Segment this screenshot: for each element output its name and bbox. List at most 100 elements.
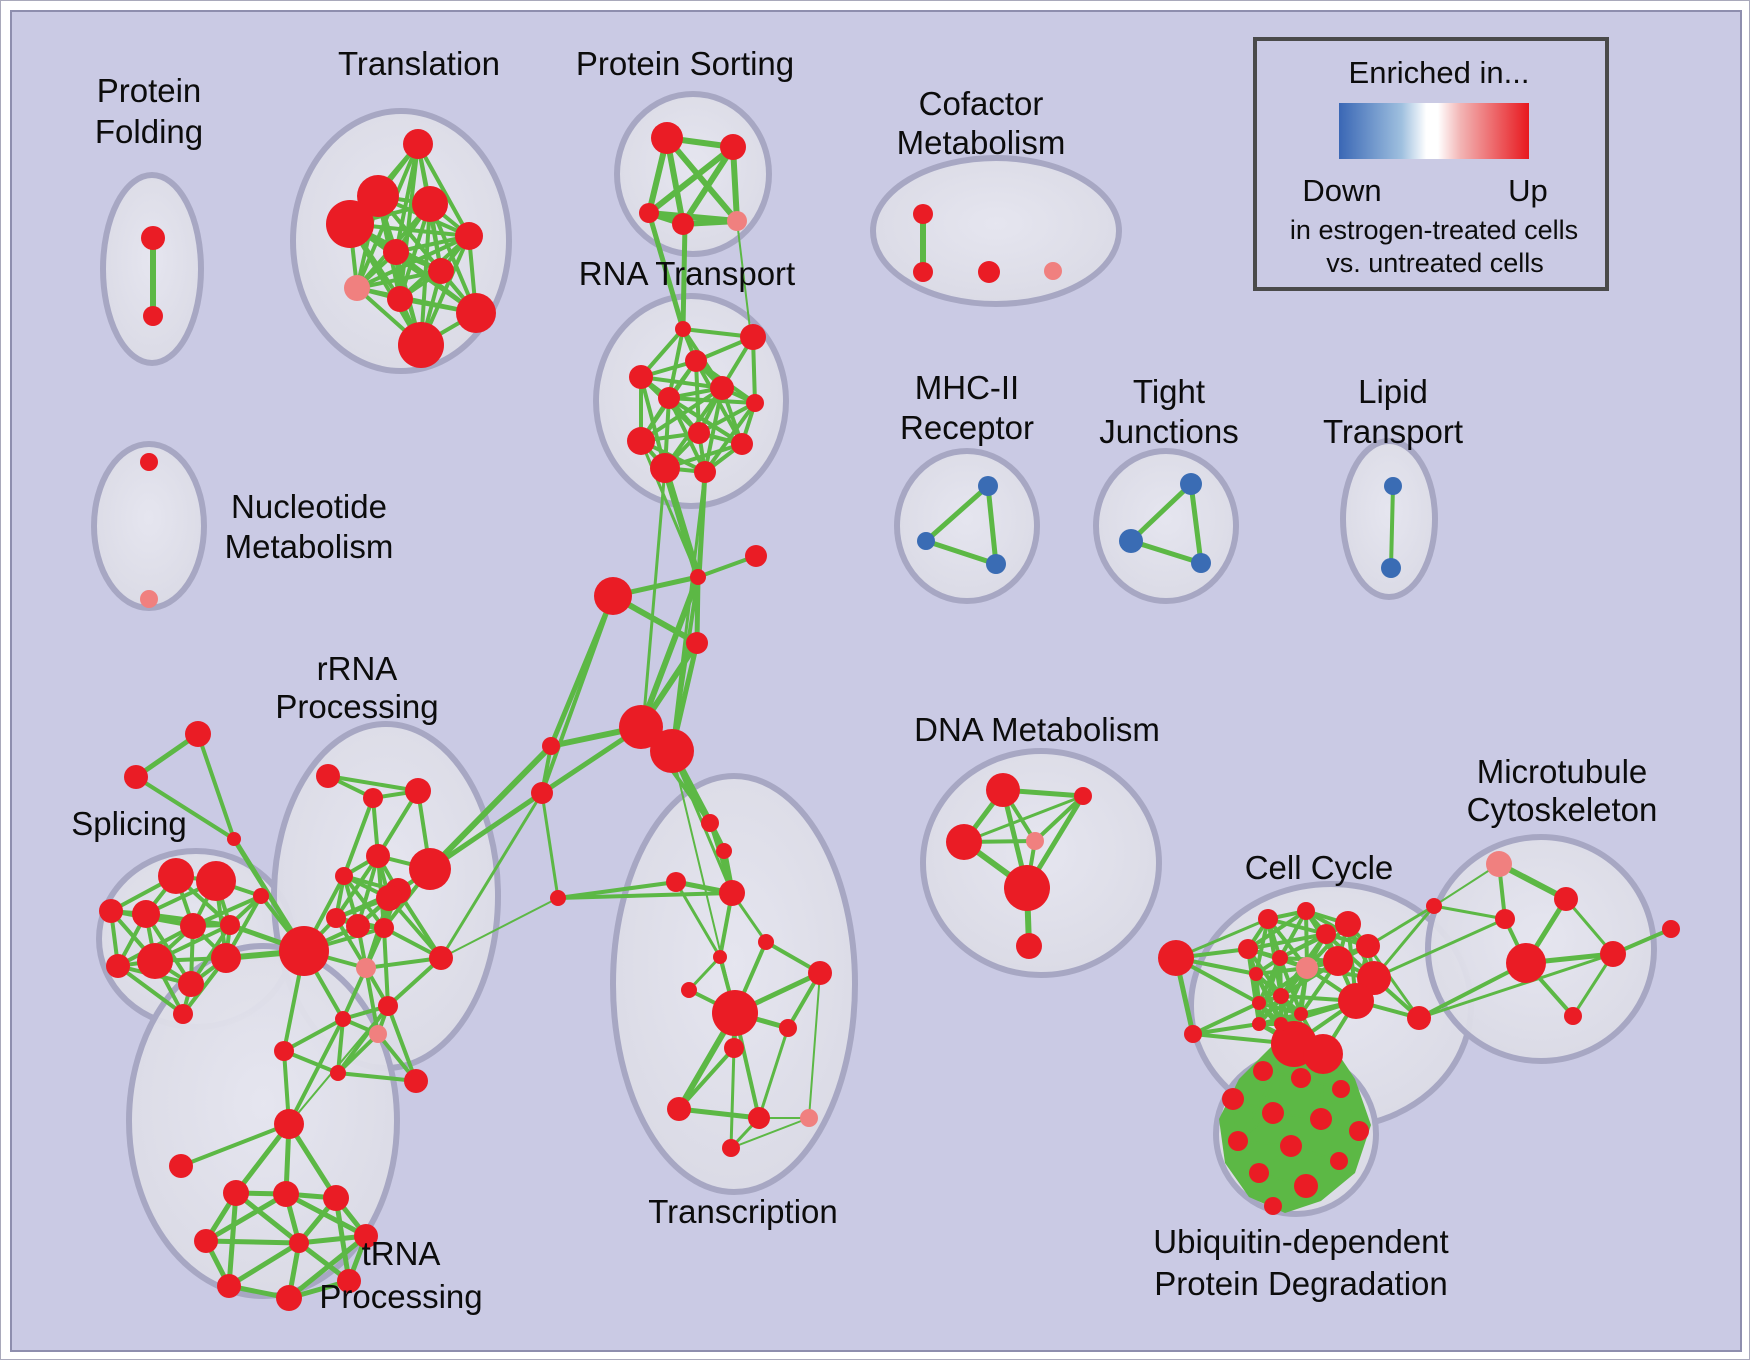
gene-set-node [429,946,453,970]
gene-set-node [1158,940,1194,976]
gene-set-node [745,545,767,567]
gene-set-node [1564,1007,1582,1025]
gene-set-node [1191,553,1211,573]
network-edge [283,1191,369,1239]
network-edge [664,135,740,224]
cluster-label-tight-junctions: Junctions [1099,413,1238,450]
gene-set-node [808,961,832,985]
inter-cluster-edge [556,891,734,900]
inter-cluster-edge [440,897,559,959]
cluster-label-cell-cycle: Cell Cycle [1245,849,1394,886]
gene-set-node [337,1269,361,1293]
legend-subtitle-line2: vs. untreated cells [1326,248,1544,278]
network-edge [639,375,724,390]
inter-cluster-edge [661,464,702,581]
gene-set-node [720,134,746,160]
cluster-label-lipid-transport: Lipid [1358,373,1428,410]
gene-set-node [1294,1174,1318,1198]
gene-set-node [1330,1152,1348,1170]
gene-set-node [1253,1061,1273,1081]
gene-set-node [316,764,340,788]
gene-set-node [403,129,433,159]
gene-set-node [550,890,566,906]
network-edge [1191,1022,1261,1036]
cluster-label-ubiquitin-degradation: Ubiquitin-dependent [1153,1223,1448,1260]
network-edge [808,972,821,1119]
cluster-label-dna-metabolism: DNA Metabolism [914,711,1160,748]
gene-set-node [1356,934,1380,958]
gene-set-node [1180,473,1202,495]
cluster-label-lipid-transport: Transport [1323,413,1463,450]
gene-set-node [106,954,130,978]
gene-set-node [1303,1034,1343,1074]
network-edge [1432,904,1507,921]
gene-set-node [369,1025,387,1043]
cluster-label-microtubule-cytoskeleton: Microtubule [1477,753,1648,790]
gene-set-node [330,1065,346,1081]
network-edge [638,574,701,730]
gene-set-node [196,861,236,901]
inter-cluster-edge [1417,952,1615,1020]
gene-set-node [409,848,451,890]
network-edge [1128,481,1194,544]
gene-set-node [455,222,483,250]
gene-set-node [1316,924,1336,944]
network-edge [326,774,420,793]
gene-set-node [716,843,732,859]
gene-set-node [344,275,370,301]
gene-set-node [1296,957,1318,979]
gene-set-node [387,286,413,312]
gene-set-node [1381,558,1401,578]
cluster-label-mhc-ii-receptor: MHC-II [915,369,1019,406]
gene-set-node [1486,851,1512,877]
gene-set-node [1349,1121,1369,1141]
gene-set-node [917,532,935,550]
gene-set-node [913,204,933,224]
gene-set-node [1252,1017,1266,1031]
gene-set-node [619,705,663,749]
gene-set-node [211,943,241,973]
gene-set-node [1384,477,1402,495]
inter-cluster-edge [1372,917,1507,980]
cluster-label-rrna-processing: rRNA [317,650,398,687]
gene-set-node [1310,1108,1332,1130]
cluster-label-cofactor-metabolism: Metabolism [897,124,1066,161]
gene-set-node [398,322,444,368]
cluster-label-rrna-processing: Processing [275,688,438,725]
gene-set-node [274,1041,294,1061]
gene-set-node [1074,787,1092,805]
network-edge [730,1117,810,1149]
network-edge [1366,944,1421,1020]
network-layer: Protein Folding Translation Protein Sorting… [71,45,1680,1315]
network-edge [667,327,685,400]
gene-set-node [335,1011,351,1027]
gene-set-node [253,888,269,904]
gene-set-node [913,262,933,282]
gene-set-node [1004,865,1050,911]
network-edge [336,1032,380,1075]
gene-set-node [99,899,123,923]
gene-set-node [1280,1135,1302,1157]
network-edge [336,1017,345,1075]
gene-set-node [374,918,394,938]
gene-set-node [335,867,353,885]
inter-cluster-edge [1417,961,1528,1020]
cluster-label-trna-processing: Processing [319,1278,482,1315]
cluster-ellipse-lipid-transport [1340,438,1438,600]
network-edge [757,1026,790,1120]
gene-set-node [651,122,683,154]
gene-set-node [690,569,706,585]
gene-set-node [724,1038,744,1058]
network-edge [729,1046,736,1150]
network-edge [923,538,999,567]
gene-set-node [326,908,346,928]
gene-set-node [140,590,158,608]
legend-subtitle-line1: in estrogen-treated cells [1290,215,1578,245]
gene-set-node [627,427,655,455]
cluster-ellipse-protein-sorting [614,91,772,257]
cluster-ellipse-tight-junctions [1093,448,1239,604]
network-edge [203,1191,289,1244]
gene-set-node [1184,1025,1202,1043]
